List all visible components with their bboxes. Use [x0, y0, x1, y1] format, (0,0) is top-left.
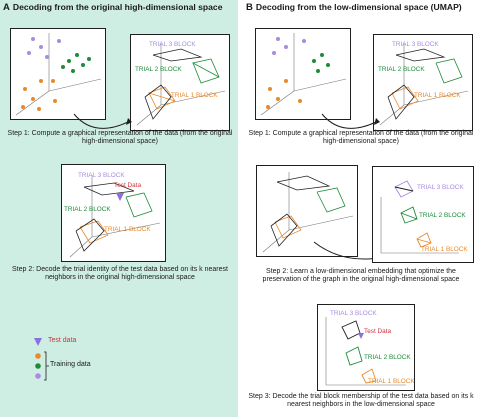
legend-bracket	[44, 351, 49, 381]
trial2-label: TRIAL 2 BLOCK	[378, 66, 425, 73]
curved-arrow	[73, 113, 132, 129]
trial3-label: TRIAL 3 BLOCK	[78, 172, 125, 179]
panel-b-embedding: TRIAL 3 BLOCK TRIAL 2 BLOCK TRIAL 1 BLOC…	[380, 180, 468, 254]
legend-training-label: Training data	[50, 361, 91, 368]
panel-b-step3-graph: TRIAL 3 BLOCK Test Data TRIAL 2 BLOCK TR…	[325, 310, 414, 386]
trial1-cluster	[148, 86, 176, 110]
panel-a-graph-frame: TRIAL 3 BLOCK TRIAL 2 BLOCK TRIAL 1 BLOC…	[130, 34, 230, 131]
test-data-marker	[358, 333, 364, 339]
test-data-label: Test Data	[364, 328, 391, 335]
panel-b-graph2-frame	[256, 165, 358, 257]
panel-a-letter: A	[3, 2, 10, 13]
axis-line	[15, 90, 50, 116]
panel-b-embedding-frame: TRIAL 3 BLOCK TRIAL 2 BLOCK TRIAL 1 BLOC…	[372, 166, 474, 263]
panel-a-scatter-frame	[10, 28, 106, 120]
legend-trial2-dot	[35, 363, 41, 369]
panel-a-title: A Decoding from the original high-dimensi…	[3, 2, 223, 13]
trial1-label: TRIAL 1 BLOCK	[171, 92, 218, 99]
panel-a-step1-caption: Step 1: Compute a graphical representati…	[7, 130, 233, 146]
trial3-label: TRIAL 3 BLOCK	[392, 41, 439, 48]
trial2-cluster	[192, 58, 220, 84]
trial2-label: TRIAL 2 BLOCK	[135, 66, 182, 73]
legend-trial3-dot	[35, 373, 41, 379]
legend-test-marker	[34, 338, 42, 346]
panel-b-letter: B	[246, 2, 253, 13]
trial2-label: TRIAL 2 BLOCK	[64, 206, 111, 213]
trial3-points	[27, 37, 61, 59]
panel-b-title-text: Decoding from the low-dimensional space …	[255, 2, 462, 12]
panel-b-step1-caption: Step 1: Compute a graphical representati…	[248, 130, 474, 146]
legend: Test data Training data	[30, 337, 100, 400]
panel-a-title-text: Decoding from the original high-dimensio…	[12, 2, 223, 12]
trial1-label: TRIAL 1 BLOCK	[104, 226, 151, 233]
test-data-marker	[116, 193, 124, 201]
legend-trial1-dot	[35, 353, 41, 359]
trial2-label: TRIAL 2 BLOCK	[419, 212, 466, 219]
panel-b-step3-frame: TRIAL 3 BLOCK Test Data TRIAL 2 BLOCK TR…	[317, 304, 415, 391]
panel-b-step3-caption: Step 3: Decode the trial block membershi…	[248, 393, 474, 409]
panel-a-test-frame: TRIAL 3 BLOCK Test Data TRIAL 2 BLOCK TR…	[61, 164, 166, 262]
trial2-points	[61, 53, 91, 73]
panel-b-scatter-frame	[255, 28, 351, 120]
trial1-label: TRIAL 1 BLOCK	[368, 378, 414, 385]
test-data-label: Test Data	[114, 182, 141, 189]
panel-a-graph: TRIAL 3 BLOCK TRIAL 2 BLOCK TRIAL 1 BLOC…	[135, 41, 226, 126]
trial3-label: TRIAL 3 BLOCK	[149, 41, 196, 48]
panel-b-step2-caption: Step 2: Learn a low-dimensional embeddin…	[262, 268, 460, 284]
panel-a-step2-caption: Step 2: Decode the trial identity of the…	[12, 266, 228, 282]
panel-b-graph-frame: TRIAL 3 BLOCK TRIAL 2 BLOCK TRIAL 1 BLOC…	[373, 34, 473, 131]
panel-b-graph2	[262, 172, 354, 253]
legend-test-label: Test data	[48, 337, 77, 344]
panel-a-test-graph: TRIAL 3 BLOCK Test Data TRIAL 2 BLOCK TR…	[64, 172, 161, 258]
trial1-points	[21, 79, 57, 111]
panel-b-graph: TRIAL 3 BLOCK TRIAL 2 BLOCK TRIAL 1 BLOC…	[378, 41, 469, 126]
trial2-label: TRIAL 2 BLOCK	[364, 354, 411, 361]
trial1-label: TRIAL 1 BLOCK	[414, 92, 461, 99]
trial3-label: TRIAL 3 BLOCK	[330, 310, 377, 317]
trial3-label: TRIAL 3 BLOCK	[417, 184, 464, 191]
panel-b-title: B Decoding from the low-dimensional space…	[246, 2, 462, 13]
panel-b-scatter-plot	[260, 33, 347, 116]
curved-arrow	[321, 113, 380, 129]
trial3-cluster	[152, 48, 203, 62]
axis-line	[48, 78, 102, 92]
panel-a-scatter-plot	[15, 33, 102, 116]
trial1-label: TRIAL 1 BLOCK	[421, 246, 468, 253]
